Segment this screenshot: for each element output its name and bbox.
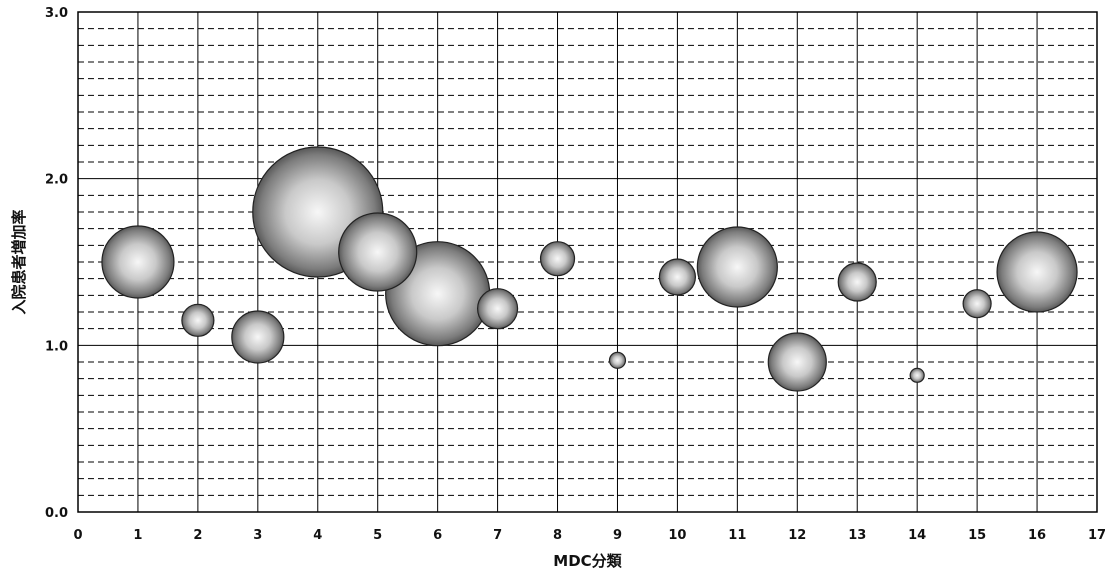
x-tick-label: 2 — [193, 528, 202, 543]
bubbles — [101, 146, 1078, 392]
x-tick-label: 4 — [313, 528, 322, 543]
axes: 0.01.02.03.00 1 2 3 4 5 6 7 8 9 10 11 12 13 14 15 16 17MD… — [10, 6, 1106, 570]
x-tick-label: 9 — [613, 528, 622, 543]
x-tick-label: 3 — [253, 528, 262, 543]
x-tick-label: 16 — [1028, 528, 1046, 543]
bubble-mdc-11 — [696, 226, 778, 308]
x-tick-label: 0 — [73, 528, 82, 543]
bubble-mdc-2 — [181, 303, 215, 337]
bubble-mdc-10 — [658, 258, 697, 296]
x-tick-label: 13 — [848, 528, 866, 543]
bubble-mdc-15 — [962, 289, 992, 319]
bubble-mdc-3 — [231, 310, 285, 364]
x-axis-title: MDC分類 — [553, 552, 622, 570]
grid — [77, 11, 1098, 513]
y-tick-label: 3.0 — [45, 6, 68, 21]
plot-frame — [77, 11, 1098, 513]
y-tick-label: 2.0 — [45, 173, 68, 188]
x-tick-label: 15 — [968, 528, 986, 543]
y-axis-title: 入院患者増加率 — [10, 209, 28, 314]
x-tick-label: 8 — [553, 528, 562, 543]
y-tick-label: 1.0 — [45, 339, 68, 354]
bubble-mdc-8 — [539, 241, 576, 277]
x-tick-label: 6 — [433, 528, 442, 543]
bubble-mdc-7 — [476, 288, 519, 330]
bubble-mdc-5 — [338, 212, 418, 292]
x-tick-label: 10 — [668, 528, 686, 543]
x-tick-label: 5 — [373, 528, 382, 543]
x-tick-label: 1 — [133, 528, 142, 543]
x-tick-label: 14 — [908, 528, 926, 543]
bubble-mdc-9 — [608, 351, 627, 369]
x-tick-label: 17 — [1088, 528, 1106, 543]
bubble-mdc-13 — [837, 262, 877, 302]
x-tick-label: 7 — [493, 528, 502, 543]
bubble-mdc-16 — [996, 231, 1078, 313]
x-tick-label: 11 — [728, 528, 746, 543]
y-tick-label: 0.0 — [45, 506, 68, 521]
bubble-mdc-14 — [909, 367, 925, 383]
bubble-mdc-1 — [101, 225, 175, 299]
bubble-mdc-12 — [767, 332, 827, 392]
x-tick-label: 12 — [788, 528, 806, 543]
